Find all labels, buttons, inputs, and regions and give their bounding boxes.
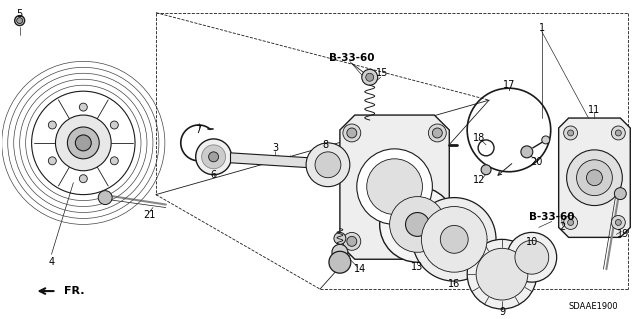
Circle shape	[332, 244, 348, 260]
Circle shape	[306, 143, 350, 187]
Circle shape	[76, 135, 92, 151]
Circle shape	[362, 69, 378, 85]
Circle shape	[202, 145, 225, 169]
Text: 3: 3	[272, 143, 278, 153]
Text: 20: 20	[531, 157, 543, 167]
Circle shape	[367, 159, 422, 214]
Circle shape	[343, 124, 361, 142]
Circle shape	[196, 139, 232, 175]
Circle shape	[329, 251, 351, 273]
Text: 14: 14	[354, 264, 366, 274]
Circle shape	[209, 152, 219, 162]
Text: 6: 6	[211, 170, 217, 180]
Text: 17: 17	[503, 80, 515, 90]
Text: 2: 2	[559, 222, 566, 233]
Circle shape	[564, 126, 577, 140]
Circle shape	[49, 157, 56, 165]
Circle shape	[343, 233, 361, 250]
Circle shape	[347, 236, 356, 246]
Text: 18: 18	[473, 133, 485, 143]
Circle shape	[433, 128, 442, 138]
Circle shape	[17, 18, 22, 24]
Circle shape	[614, 188, 627, 200]
Circle shape	[577, 160, 612, 196]
Circle shape	[421, 206, 487, 272]
Circle shape	[481, 165, 491, 175]
Text: 13: 13	[412, 262, 424, 272]
Circle shape	[476, 248, 528, 300]
Text: B-33-60: B-33-60	[529, 212, 575, 222]
Circle shape	[79, 175, 87, 183]
Text: SDAAE1900: SDAAE1900	[569, 302, 618, 311]
Text: 9: 9	[499, 307, 505, 317]
Circle shape	[564, 216, 577, 229]
Text: 5: 5	[17, 9, 23, 19]
Circle shape	[568, 130, 573, 136]
Circle shape	[611, 126, 625, 140]
Circle shape	[515, 240, 548, 274]
Circle shape	[390, 197, 445, 252]
Polygon shape	[559, 118, 630, 237]
Text: 15: 15	[376, 68, 388, 78]
Circle shape	[566, 150, 622, 205]
Polygon shape	[230, 153, 320, 168]
Circle shape	[433, 236, 442, 246]
Text: 12: 12	[473, 175, 485, 185]
Circle shape	[110, 157, 118, 165]
Circle shape	[98, 191, 112, 204]
Circle shape	[49, 121, 56, 129]
Text: 16: 16	[448, 279, 460, 289]
Circle shape	[542, 136, 550, 144]
Circle shape	[428, 233, 446, 250]
Text: 21: 21	[143, 211, 155, 220]
Text: 4: 4	[49, 257, 54, 267]
Circle shape	[586, 170, 602, 186]
Text: 11: 11	[588, 105, 600, 115]
Circle shape	[15, 16, 25, 26]
Text: 19: 19	[617, 229, 629, 239]
Polygon shape	[340, 115, 449, 259]
Text: B-33-60: B-33-60	[329, 53, 374, 63]
Circle shape	[67, 127, 99, 159]
Circle shape	[440, 226, 468, 253]
Circle shape	[611, 216, 625, 229]
Circle shape	[356, 149, 433, 225]
Circle shape	[615, 130, 621, 136]
Text: 1: 1	[539, 23, 545, 33]
Circle shape	[315, 152, 341, 178]
Circle shape	[56, 115, 111, 171]
Circle shape	[334, 233, 346, 244]
Circle shape	[110, 121, 118, 129]
Circle shape	[521, 146, 533, 158]
Text: 7: 7	[196, 125, 202, 135]
Text: FR.: FR.	[65, 286, 85, 296]
Circle shape	[615, 219, 621, 226]
Circle shape	[380, 187, 455, 262]
Circle shape	[507, 233, 557, 282]
Circle shape	[406, 212, 429, 236]
Circle shape	[428, 124, 446, 142]
Circle shape	[413, 197, 496, 281]
Circle shape	[347, 128, 356, 138]
Circle shape	[568, 219, 573, 226]
Circle shape	[79, 103, 87, 111]
Text: 10: 10	[525, 237, 538, 247]
Circle shape	[365, 73, 374, 81]
Circle shape	[467, 239, 537, 309]
Text: 8: 8	[322, 140, 328, 150]
